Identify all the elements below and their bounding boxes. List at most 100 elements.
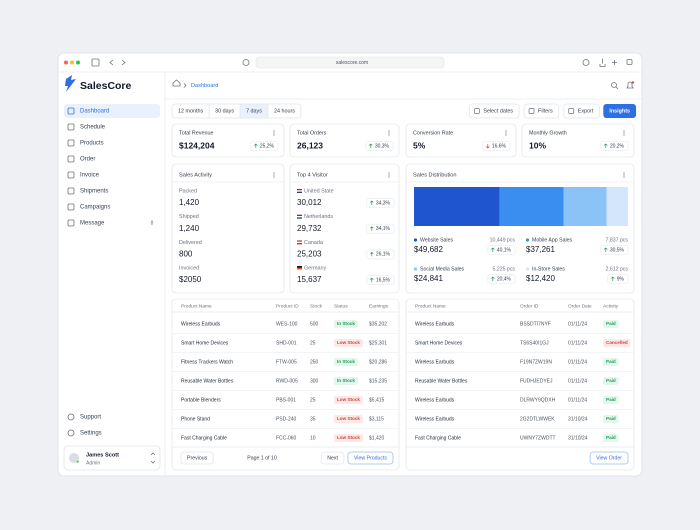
segment-label: Website Sales [420, 237, 453, 243]
toolbar-button[interactable]: Export [578, 108, 594, 114]
column-header[interactable]: Status [334, 303, 348, 309]
range-option[interactable]: 24 hours [274, 108, 295, 114]
range-active-bg [240, 104, 268, 118]
sidebar-toggle[interactable] [91, 58, 100, 67]
column-header[interactable]: Earnings [369, 303, 389, 309]
nav-item[interactable]: Order [80, 157, 95, 163]
nav-item[interactable]: Schedule [80, 125, 106, 131]
next-button[interactable]: Next [327, 455, 338, 461]
column-header[interactable]: Product Name [415, 303, 446, 309]
tabs-icon[interactable] [626, 59, 633, 65]
user-menu-chevron[interactable] [150, 452, 156, 464]
range-option[interactable]: 12 months [178, 108, 203, 114]
nav-icon [67, 107, 75, 115]
bell-icon[interactable] [626, 81, 634, 89]
visitor-country: Germany [304, 266, 326, 272]
page-indicator: Page 1 of 10 [247, 455, 277, 461]
kpi-label: Total Orders [297, 130, 327, 136]
more-menu [388, 176, 390, 178]
toolbar-button[interactable]: Select dates [483, 108, 513, 114]
user-card[interactable] [63, 445, 161, 471]
range-option[interactable]: 30 days [215, 108, 234, 114]
visitor-country: Canada [304, 240, 323, 246]
segment-change: 40,1% [497, 247, 512, 253]
nav-icon [67, 171, 75, 179]
window-close[interactable] [64, 60, 68, 65]
table-cell: SHD-001 [276, 340, 297, 346]
table-cell: Fast Charging Cable [415, 435, 461, 441]
activity-label: Invoiced [179, 266, 199, 272]
column-header[interactable]: Stock [310, 303, 323, 309]
table-cell: 300 [310, 378, 319, 384]
kpi-label: Monthly Growth [529, 130, 567, 136]
privacy-icon [242, 59, 250, 66]
segment-units: 10,449 pcs [490, 237, 516, 243]
kpi-value: 26,123 [297, 140, 323, 150]
footer-nav-item[interactable]: Settings [80, 431, 102, 437]
status-tag-bg [603, 339, 631, 347]
more-menu [388, 132, 390, 134]
new-tab-icon[interactable] [612, 60, 617, 65]
visitor-change: 34,1% [376, 226, 391, 232]
status-tag-bg [603, 377, 619, 385]
table-cell: 01/11/24 [568, 359, 587, 365]
download-icon[interactable] [582, 59, 590, 66]
nav-arrows[interactable] [109, 59, 126, 66]
table-cell: 10 [310, 435, 316, 441]
flag [297, 240, 302, 242]
view-order-button[interactable]: View Order [596, 455, 622, 461]
window-zoom[interactable] [76, 60, 80, 65]
trend-arrow [486, 144, 490, 149]
view-products-button[interactable]: View Products [354, 455, 387, 461]
flag [297, 216, 302, 218]
segment-change-pill [487, 274, 516, 284]
flag [297, 267, 302, 269]
column-header[interactable]: Activity [603, 303, 619, 309]
kpi-change-pill [365, 141, 394, 151]
toolbar-button[interactable]: Filters [538, 108, 553, 114]
notification-dot [631, 81, 635, 84]
breadcrumb: Dashboard [191, 83, 218, 89]
flag [297, 217, 302, 219]
column-header[interactable]: Order Date [568, 303, 592, 309]
primary-button[interactable]: Insights [609, 108, 630, 114]
segment-value: $12,420 [526, 274, 555, 283]
nav-item[interactable]: Invoice [80, 173, 100, 179]
status-tag-bg [334, 434, 363, 442]
column-header[interactable]: Product Name [181, 303, 212, 309]
view-order-button-bg [589, 451, 629, 465]
nav-item[interactable]: Products [80, 141, 104, 147]
search-icon[interactable] [611, 82, 617, 88]
toolbar-button-bg [468, 103, 520, 119]
table-cell: RWD-005 [276, 378, 298, 384]
table-cell: Wireless Earbuds [415, 416, 455, 422]
segment-units: 5,225 pcs [493, 266, 516, 272]
column-header[interactable]: Order ID [520, 303, 539, 309]
nav-item[interactable]: Dashboard [80, 109, 109, 115]
prev-button[interactable]: Previous [187, 455, 208, 461]
url-bar[interactable] [255, 56, 445, 69]
nav-item[interactable]: Campaigns [80, 205, 110, 211]
segment-value: $37,261 [526, 245, 555, 254]
nav-item[interactable]: Shipments [80, 189, 108, 195]
nav-item[interactable]: Message [80, 221, 105, 227]
segment-units: 2,612 pcs [606, 266, 629, 272]
column-header[interactable]: Product ID [276, 303, 299, 309]
visitor-value: 15,637 [297, 275, 322, 284]
visitor-change: 16,5% [376, 277, 391, 283]
button-icon [474, 108, 480, 114]
distribution-segment [606, 187, 628, 226]
window-minimize[interactable] [70, 60, 74, 65]
kpi-change: 30,3% [375, 143, 390, 149]
share-icon[interactable] [599, 58, 606, 67]
flag [297, 243, 302, 245]
footer-nav-item[interactable]: Support [80, 415, 101, 421]
next-button-bg [320, 451, 345, 465]
home-icon[interactable] [172, 79, 181, 87]
status-tag: In Stock [337, 321, 355, 326]
trend-arrow [611, 276, 615, 281]
table-cell: BSSDTI7NYF [520, 321, 551, 327]
range-option[interactable]: 7 days [246, 108, 262, 114]
nav-active-bg [64, 104, 160, 118]
table-cell: Phone Stand [181, 416, 210, 422]
